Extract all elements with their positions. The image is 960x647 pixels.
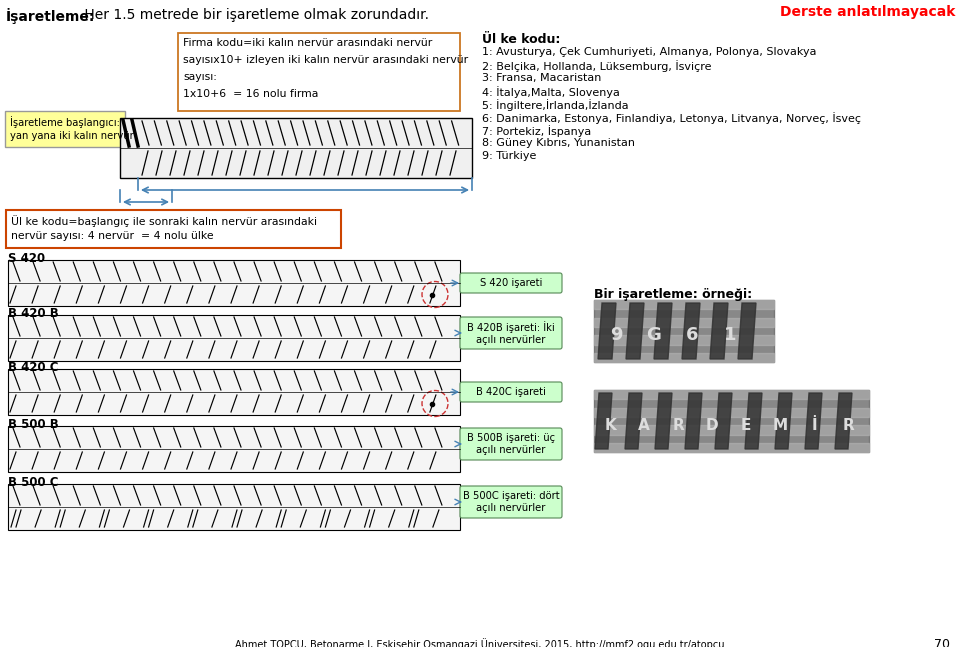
Text: 1: Avusturya, Çek Cumhuriyeti, Almanya, Polonya, Slovakya: 1: Avusturya, Çek Cumhuriyeti, Almanya, … — [482, 47, 817, 57]
Text: 1: 1 — [724, 326, 736, 344]
Polygon shape — [626, 303, 644, 359]
Polygon shape — [745, 393, 762, 449]
Text: 4: İtalya,Malta, Slovenya: 4: İtalya,Malta, Slovenya — [482, 86, 620, 98]
Polygon shape — [710, 303, 728, 359]
Text: E: E — [741, 417, 751, 432]
Polygon shape — [835, 393, 852, 449]
FancyBboxPatch shape — [5, 111, 125, 147]
Text: Ahmet TOPÇU, Betonarme I, Eskişehir Osmangazi Üniversitesi, 2015, http://mmf2.og: Ahmet TOPÇU, Betonarme I, Eskişehir Osma… — [235, 638, 725, 647]
Text: 3: Fransa, Macaristan: 3: Fransa, Macaristan — [482, 73, 601, 83]
Polygon shape — [775, 393, 792, 449]
Text: Ül ke kodu:: Ül ke kodu: — [482, 33, 561, 46]
Text: 5: İngiltere,İrlanda,İzlanda: 5: İngiltere,İrlanda,İzlanda — [482, 99, 629, 111]
Text: 7: Portekiz, İspanya: 7: Portekiz, İspanya — [482, 125, 591, 137]
Text: İşaretleme:: İşaretleme: — [6, 8, 95, 24]
FancyBboxPatch shape — [8, 315, 460, 361]
FancyBboxPatch shape — [8, 426, 460, 472]
Polygon shape — [738, 303, 756, 359]
Text: S 420 işareti: S 420 işareti — [480, 278, 542, 288]
Text: B 500 B: B 500 B — [8, 418, 59, 431]
Text: Ül ke kodu=başlangıç ile sonraki kalın nervür arasındaki
nervür sayısı: 4 nervür: Ül ke kodu=başlangıç ile sonraki kalın n… — [11, 215, 317, 241]
Text: R: R — [842, 417, 853, 432]
Text: M: M — [773, 417, 787, 432]
Polygon shape — [654, 303, 672, 359]
Polygon shape — [715, 393, 732, 449]
FancyBboxPatch shape — [460, 317, 562, 349]
Polygon shape — [625, 393, 642, 449]
Text: D: D — [706, 417, 718, 432]
Polygon shape — [682, 303, 700, 359]
Polygon shape — [685, 393, 702, 449]
Polygon shape — [805, 393, 822, 449]
Text: sayısı:: sayısı: — [183, 72, 217, 82]
Polygon shape — [655, 393, 672, 449]
FancyBboxPatch shape — [460, 273, 562, 293]
Text: Firma kodu=iki kalın nervür arasındaki nervür: Firma kodu=iki kalın nervür arasındaki n… — [183, 38, 432, 48]
FancyBboxPatch shape — [594, 300, 774, 362]
Text: 70: 70 — [934, 638, 950, 647]
FancyBboxPatch shape — [6, 210, 341, 248]
Text: İ: İ — [811, 417, 817, 432]
Text: B 420 C: B 420 C — [8, 361, 59, 374]
Text: B 500 C: B 500 C — [8, 476, 59, 489]
Text: sayısıx10+ izleyen iki kalın nervür arasındaki nervür: sayısıx10+ izleyen iki kalın nervür aras… — [183, 55, 468, 65]
Text: B 420C işareti: B 420C işareti — [476, 387, 546, 397]
Text: B 420B işareti: İki
açılı nervürler: B 420B işareti: İki açılı nervürler — [468, 321, 555, 345]
FancyBboxPatch shape — [8, 260, 460, 306]
FancyBboxPatch shape — [460, 486, 562, 518]
Text: Bir işaretleme: örneği:: Bir işaretleme: örneği: — [594, 288, 752, 301]
Text: A: A — [638, 417, 650, 432]
Text: B 500C işareti: dört
açılı nervürler: B 500C işareti: dört açılı nervürler — [463, 491, 560, 513]
Text: B 420 B: B 420 B — [8, 307, 59, 320]
Text: 1x10+6  = 16 nolu firma: 1x10+6 = 16 nolu firma — [183, 89, 319, 99]
Text: G: G — [647, 326, 661, 344]
Text: R: R — [672, 417, 684, 432]
Text: 6: 6 — [685, 326, 698, 344]
Polygon shape — [595, 393, 612, 449]
FancyBboxPatch shape — [8, 369, 460, 415]
Text: 6: Danimarka, Estonya, Finlandiya, Letonya, Litvanya, Norveç, İsveç: 6: Danimarka, Estonya, Finlandiya, Leton… — [482, 112, 861, 124]
Text: İşaretleme başlangıcı:
yan yana iki kalın nervür: İşaretleme başlangıcı: yan yana iki kalı… — [10, 116, 133, 141]
FancyBboxPatch shape — [460, 428, 562, 460]
Text: 9: 9 — [610, 326, 622, 344]
Text: K: K — [604, 417, 616, 432]
Text: B 500B işareti: üç
açılı nervürler: B 500B işareti: üç açılı nervürler — [467, 433, 555, 455]
Text: S 420: S 420 — [8, 252, 45, 265]
Text: Her 1.5 metrede bir işaretleme olmak zorundadır.: Her 1.5 metrede bir işaretleme olmak zor… — [80, 8, 429, 22]
FancyBboxPatch shape — [120, 118, 472, 178]
Text: 8: Güney Kıbrıs, Yunanistan: 8: Güney Kıbrıs, Yunanistan — [482, 138, 635, 148]
FancyBboxPatch shape — [8, 484, 460, 530]
Polygon shape — [598, 303, 616, 359]
Text: Derste anlatılmayacak: Derste anlatılmayacak — [780, 5, 955, 19]
Text: 2: Belçika, Hollanda, Lüksemburg, İsviçre: 2: Belçika, Hollanda, Lüksemburg, İsviçr… — [482, 60, 711, 72]
Text: 9: Türkiye: 9: Türkiye — [482, 151, 537, 161]
FancyBboxPatch shape — [460, 382, 562, 402]
FancyBboxPatch shape — [594, 390, 869, 452]
FancyBboxPatch shape — [178, 33, 460, 111]
